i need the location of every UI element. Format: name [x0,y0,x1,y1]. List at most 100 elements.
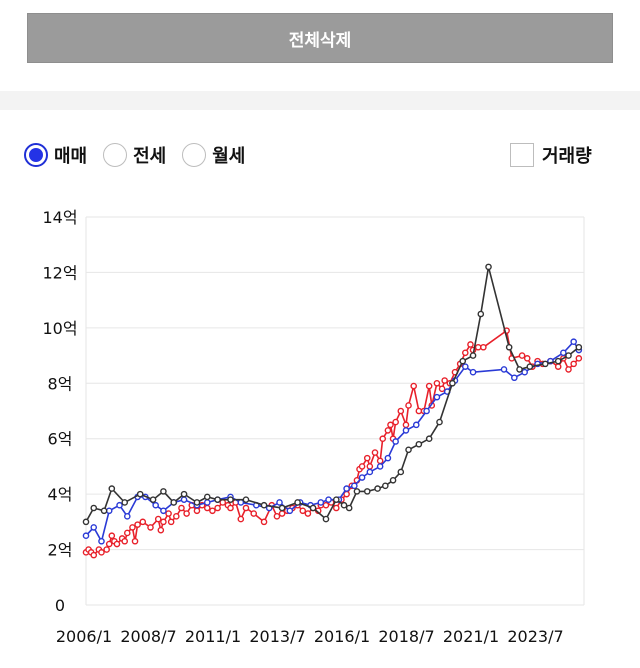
data-point[interactable] [345,504,353,512]
data-point[interactable] [260,518,268,526]
data-point[interactable] [322,515,330,523]
data-point[interactable] [134,521,141,528]
data-point[interactable] [276,499,283,506]
data-point[interactable] [154,515,162,523]
radio-monthly-rent[interactable]: 월세 [182,142,245,168]
data-point[interactable] [523,355,531,362]
data-point[interactable] [237,515,245,523]
data-point[interactable] [436,418,443,426]
data-point[interactable] [376,457,384,465]
radio-monthly-rent-indicator[interactable] [182,143,207,167]
data-point[interactable] [183,510,190,517]
data-point[interactable] [193,499,201,506]
radio-jeonse[interactable]: 전세 [103,142,166,168]
data-point[interactable] [209,507,216,515]
data-point[interactable] [374,485,381,492]
data-point[interactable] [526,363,534,370]
data-point[interactable] [332,504,340,512]
data-point[interactable] [379,435,387,443]
data-point[interactable] [149,496,157,503]
data-point[interactable] [441,377,448,384]
data-point[interactable] [286,507,294,515]
data-point[interactable] [485,263,492,271]
data-point[interactable] [250,510,258,517]
data-point[interactable] [469,352,477,359]
data-point[interactable] [358,463,366,470]
data-point[interactable] [203,499,211,506]
data-point[interactable] [376,463,384,470]
data-point[interactable] [425,435,433,443]
data-point[interactable] [387,421,394,429]
data-point[interactable] [237,499,245,506]
data-point[interactable] [219,499,227,506]
data-point[interactable] [351,482,358,490]
data-point[interactable] [113,540,121,548]
data-point[interactable] [178,504,185,512]
data-point[interactable] [511,374,518,382]
data-point[interactable] [467,341,474,348]
data-point[interactable] [160,488,167,495]
data-point[interactable] [167,518,175,526]
data-point[interactable] [405,446,412,454]
data-point[interactable] [505,343,513,351]
data-point[interactable] [160,518,167,526]
data-point[interactable] [366,468,374,476]
data-point[interactable] [278,510,286,517]
radio-sale-indicator[interactable] [24,143,48,167]
data-point[interactable] [322,501,330,509]
data-point[interactable] [469,368,477,376]
data-point[interactable] [384,427,392,434]
data-point[interactable] [90,551,98,559]
data-point[interactable] [438,385,446,393]
data-point[interactable] [363,454,371,462]
data-point[interactable] [554,363,562,370]
data-point[interactable] [433,379,441,387]
data-point[interactable] [123,513,131,520]
data-point[interactable] [121,537,129,545]
data-point[interactable] [103,546,110,553]
data-point[interactable] [203,504,211,512]
data-point[interactable] [82,532,90,540]
data-point[interactable] [415,407,423,415]
data-point[interactable] [423,407,430,415]
radio-jeonse-indicator[interactable] [103,143,128,167]
data-point[interactable] [371,449,379,456]
data-point[interactable] [108,485,116,492]
data-point[interactable] [560,349,567,357]
data-point[interactable] [462,363,469,370]
data-point[interactable] [565,366,572,373]
data-point[interactable] [105,540,113,548]
data-point[interactable] [412,421,420,429]
data-point[interactable] [518,352,526,359]
data-point[interactable] [100,507,108,515]
data-point[interactable] [392,438,399,445]
data-point[interactable] [317,499,325,506]
data-point[interactable] [500,366,508,373]
data-point[interactable] [480,343,487,351]
data-point[interactable] [397,468,405,476]
data-point[interactable] [459,357,467,365]
data-point[interactable] [343,485,350,492]
data-point[interactable] [309,504,317,512]
data-point[interactable] [160,507,167,515]
data-point[interactable] [278,504,286,512]
data-point[interactable] [90,524,98,531]
data-point[interactable] [392,418,399,426]
data-point[interactable] [449,379,456,387]
data-point[interactable] [332,496,340,503]
data-point[interactable] [116,501,123,509]
data-point[interactable] [575,355,583,362]
data-point[interactable] [433,393,441,401]
data-point[interactable] [105,507,113,515]
data-point[interactable] [180,496,188,503]
data-point[interactable] [260,501,268,509]
data-point[interactable] [565,352,572,359]
data-point[interactable] [304,510,312,517]
data-point[interactable] [227,496,234,503]
data-point[interactable] [570,338,577,346]
data-point[interactable] [363,488,371,495]
data-point[interactable] [474,343,482,351]
data-point[interactable] [82,518,90,526]
data-point[interactable] [165,510,172,517]
data-point[interactable] [98,537,105,545]
